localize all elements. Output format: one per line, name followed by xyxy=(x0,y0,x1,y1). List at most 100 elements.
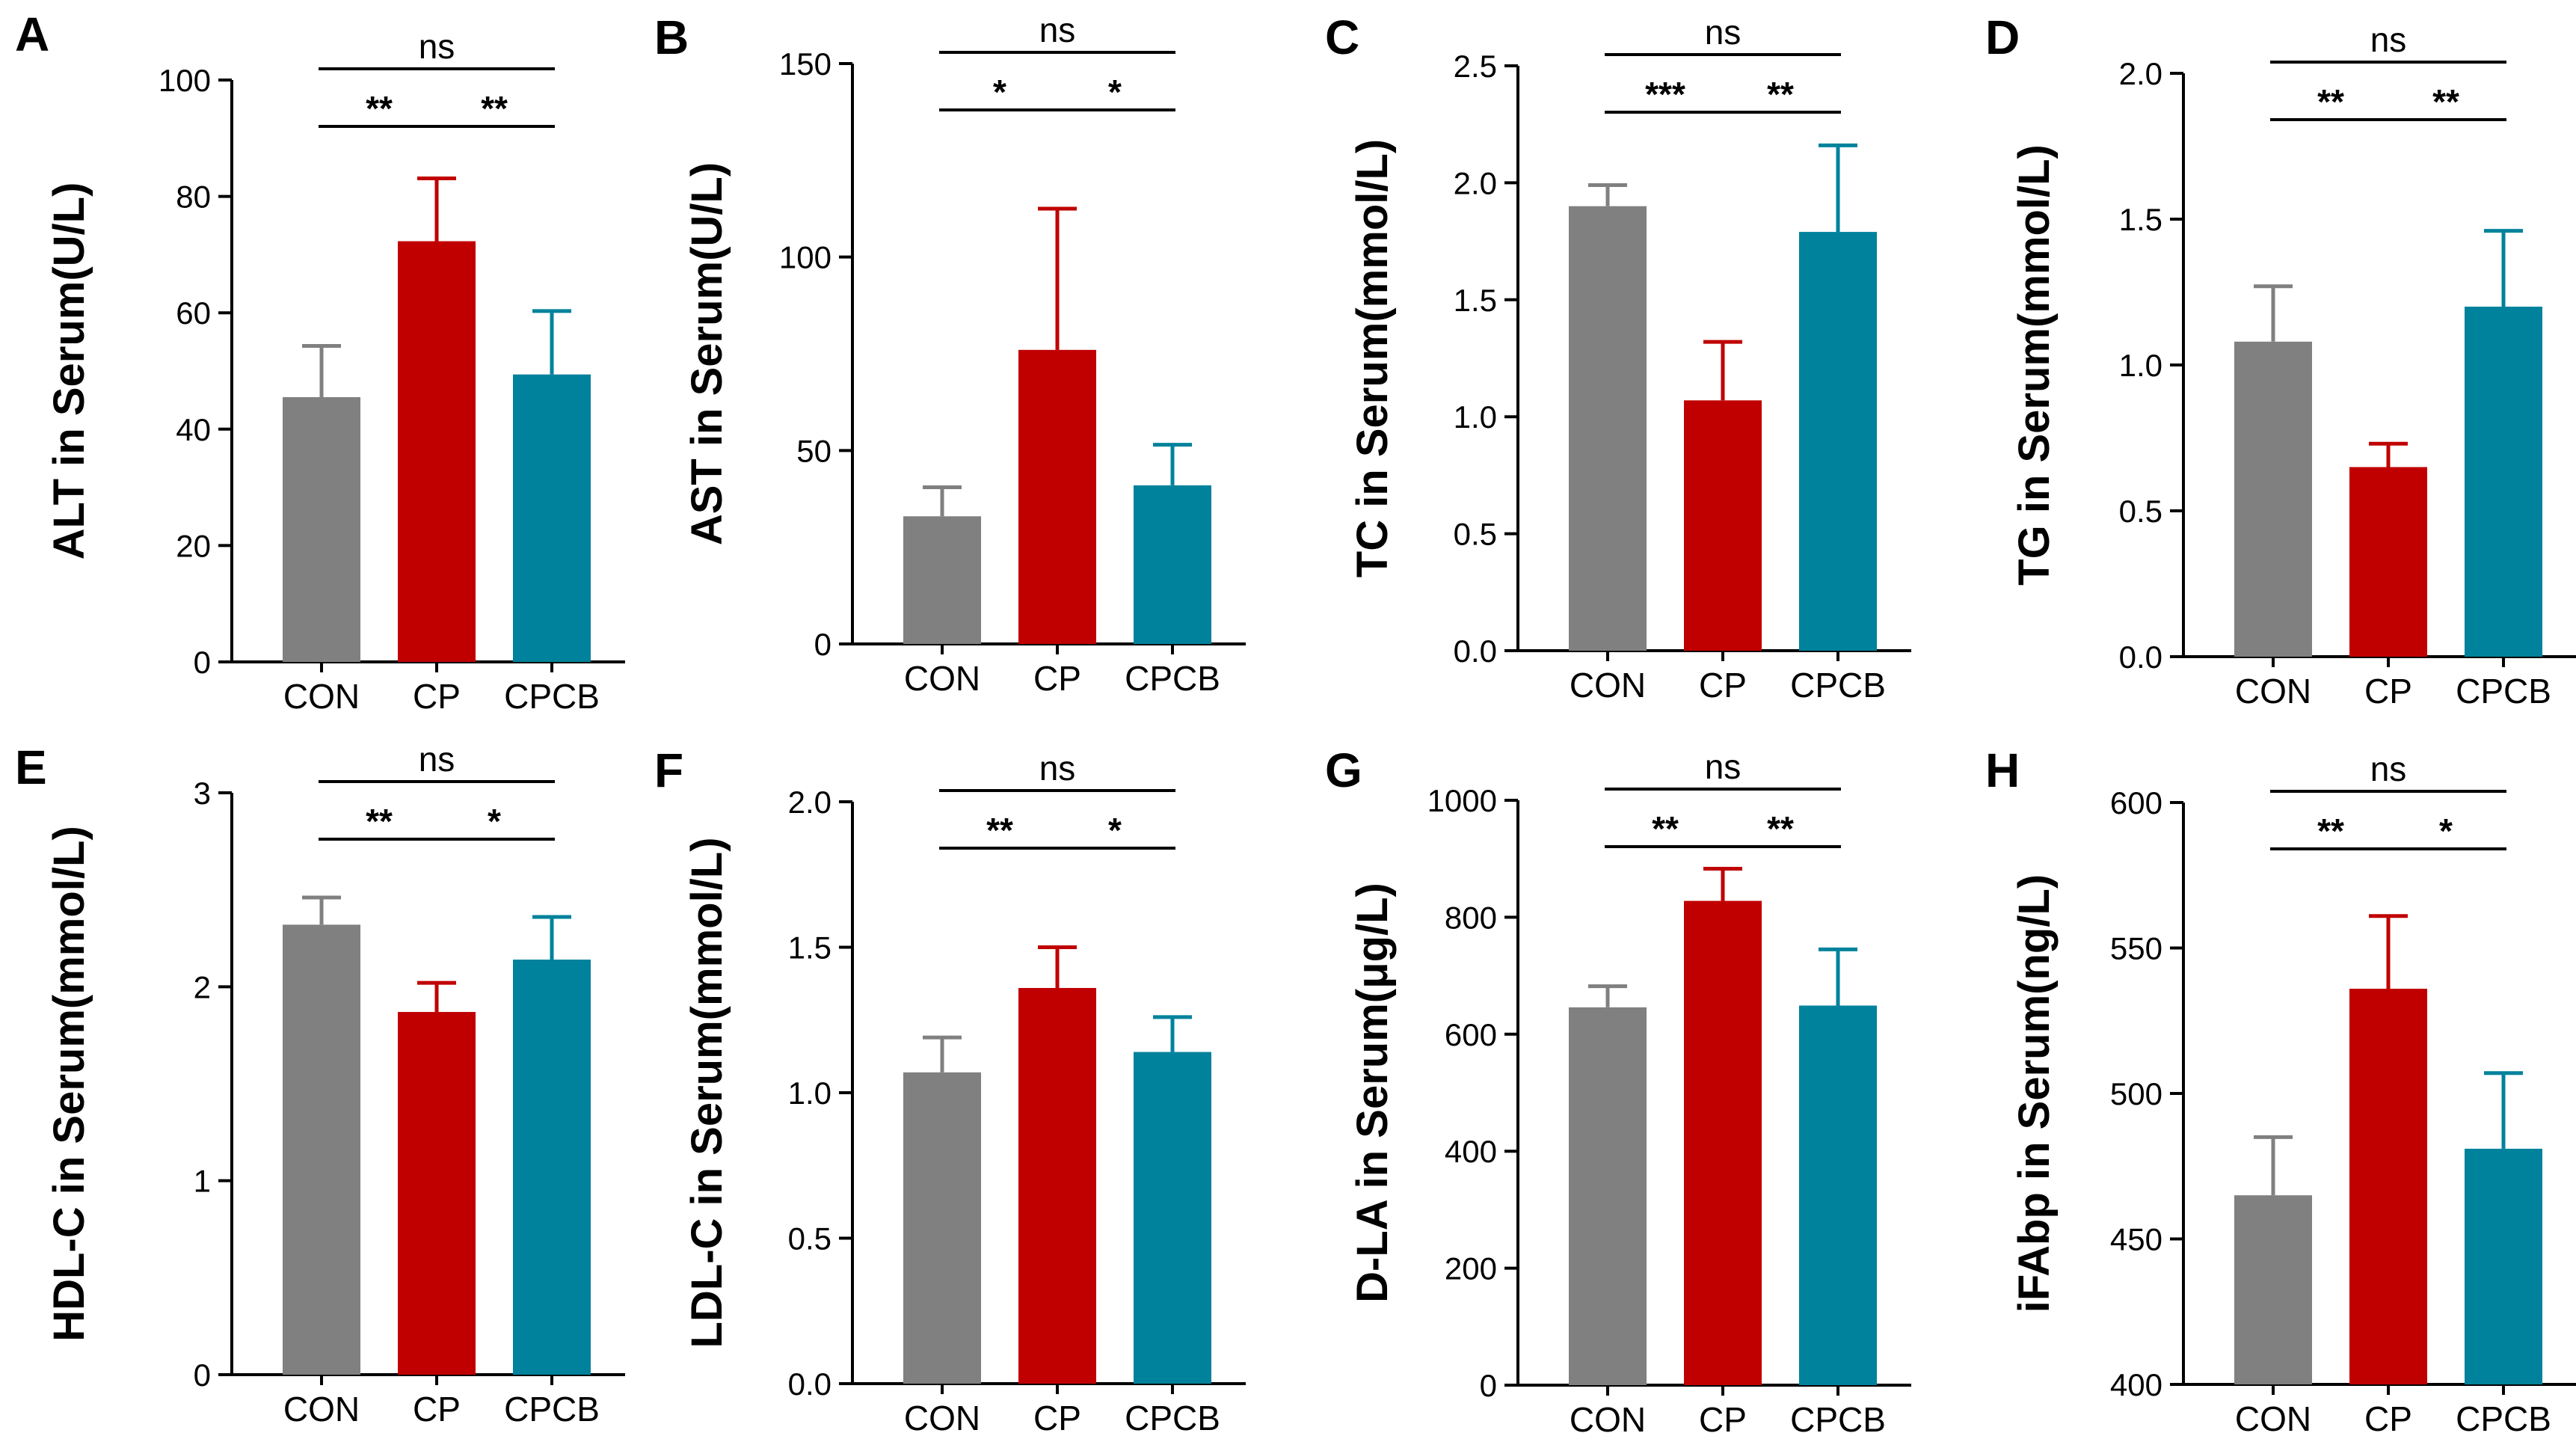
panel-letter: F xyxy=(654,743,683,797)
panel-b: B AST in Serum(U/L) 0 50 100 150 CON CP CPCB * * ns xyxy=(654,10,1246,698)
y-axis-label: ALT in Serum(U/L) xyxy=(45,182,93,560)
panel-letter: H xyxy=(1985,743,2020,797)
significance-label: * xyxy=(1108,811,1122,850)
significance-label: ns xyxy=(1039,10,1076,49)
y-tick-label: 1.0 xyxy=(788,1076,831,1111)
significance-label: ** xyxy=(366,89,393,128)
x-tick-label: CPCB xyxy=(2456,672,2551,711)
x-tick-label: CPCB xyxy=(1790,1400,1886,1439)
y-tick-label: 50 xyxy=(796,433,831,468)
significance-label: ** xyxy=(481,89,508,128)
panel-letter: D xyxy=(1985,10,2020,64)
x-tick-label: CPCB xyxy=(2456,1399,2551,1438)
x-tick-label: CP xyxy=(1033,1399,1081,1438)
bar-cpcb xyxy=(2465,307,2542,657)
y-tick-label: 400 xyxy=(2110,1367,2162,1402)
bar-con xyxy=(903,1072,981,1384)
y-tick-label: 1.0 xyxy=(1454,399,1497,435)
x-tick-label: CON xyxy=(2235,1399,2311,1438)
significance-label: ** xyxy=(366,802,393,841)
significance-label: * xyxy=(993,73,1006,111)
panel-g: G D-LA in Serum(μg/L) 0 200 400 600 800 1000 CON… xyxy=(1325,743,1911,1439)
x-tick-label: CP xyxy=(413,677,461,716)
panel-c: C TC in Serum(mmol/L) 0.0 0.5 1.0 1.5 2.0 2.5 CO… xyxy=(1325,10,1911,705)
bar-cpcb xyxy=(1134,485,1211,644)
y-tick-label: 3 xyxy=(194,776,211,811)
y-tick-label: 0.5 xyxy=(788,1221,831,1257)
bar-cpcb xyxy=(513,960,591,1375)
y-tick-label: 80 xyxy=(176,180,211,215)
y-axis-label: TG in Serum(mmol/L) xyxy=(2010,144,2059,586)
y-tick-label: 1.0 xyxy=(2119,348,2162,383)
significance-label: ns xyxy=(419,27,455,66)
bar-cp xyxy=(2349,988,2427,1384)
significance-label: ** xyxy=(2432,82,2459,121)
x-tick-label: CON xyxy=(904,1399,980,1438)
x-tick-label: CON xyxy=(283,1390,360,1429)
y-tick-label: 20 xyxy=(176,528,211,563)
y-tick-label: 500 xyxy=(2110,1076,2162,1111)
bar-cp xyxy=(1684,400,1762,651)
panel-letter: G xyxy=(1325,743,1362,797)
bar-con xyxy=(2234,1195,2312,1384)
x-tick-label: CON xyxy=(904,659,980,698)
y-tick-label: 0 xyxy=(814,627,831,662)
y-axis-label: TC in Serum(mmol/L) xyxy=(1348,139,1397,577)
y-tick-label: 60 xyxy=(176,295,211,331)
x-tick-label: CPCB xyxy=(504,677,600,716)
significance-label: ** xyxy=(1767,75,1794,114)
bar-cpcb xyxy=(2465,1148,2542,1384)
y-axis-label: LDL-C in Serum(mmol/L) xyxy=(683,837,731,1348)
x-tick-label: CP xyxy=(1699,666,1747,705)
significance-label: ** xyxy=(1767,809,1794,848)
significance-label: ** xyxy=(2317,82,2344,121)
panel-d: D TG in Serum(mmol/L) 0.0 0.5 1.0 1.5 2.0 CON CP… xyxy=(1985,10,2576,711)
y-tick-label: 0.0 xyxy=(788,1366,831,1402)
x-tick-label: CP xyxy=(1033,659,1081,698)
y-tick-label: 1000 xyxy=(1427,783,1497,818)
x-tick-label: CON xyxy=(283,677,360,716)
y-tick-label: 1.5 xyxy=(1454,283,1497,318)
significance-label: ns xyxy=(419,740,455,779)
x-tick-label: CON xyxy=(1570,666,1646,705)
y-tick-label: 0.0 xyxy=(2119,639,2162,675)
x-tick-label: CPCB xyxy=(1790,666,1886,705)
significance-label: *** xyxy=(1645,75,1685,114)
y-tick-label: 450 xyxy=(2110,1222,2162,1257)
bar-con xyxy=(903,516,981,644)
y-tick-label: 600 xyxy=(2110,785,2162,820)
x-tick-label: CPCB xyxy=(1125,1399,1220,1438)
y-tick-label: 2.0 xyxy=(2119,56,2162,91)
y-tick-label: 2.0 xyxy=(788,785,831,820)
x-tick-label: CON xyxy=(1570,1400,1646,1439)
x-tick-label: CP xyxy=(1699,1400,1747,1439)
significance-label: ns xyxy=(1039,749,1076,788)
y-tick-label: 2 xyxy=(194,969,211,1004)
bar-cp xyxy=(398,1012,476,1375)
y-tick-label: 100 xyxy=(779,240,831,275)
y-tick-label: 2.5 xyxy=(1454,49,1497,84)
significance-label: ns xyxy=(1705,13,1742,52)
y-tick-label: 0 xyxy=(194,645,211,680)
bar-cp xyxy=(1684,900,1762,1385)
x-tick-label: CP xyxy=(2364,672,2412,711)
y-tick-label: 0.5 xyxy=(2119,494,2162,529)
bar-cpcb xyxy=(1134,1052,1211,1384)
x-tick-label: CON xyxy=(2235,672,2311,711)
bar-cp xyxy=(398,241,476,663)
x-tick-label: CPCB xyxy=(504,1390,600,1429)
bar-con xyxy=(1569,1007,1647,1385)
y-tick-label: 1.5 xyxy=(2119,202,2162,237)
y-tick-label: 1 xyxy=(194,1164,211,1199)
significance-label: * xyxy=(488,802,501,841)
significance-label: ns xyxy=(1705,747,1742,786)
bar-cpcb xyxy=(1799,1005,1877,1385)
bar-cp xyxy=(2349,467,2427,657)
y-axis-label: D-LA in Serum(μg/L) xyxy=(1348,883,1397,1303)
significance-label: ns xyxy=(2370,20,2407,59)
panel-a: A ALT in Serum(U/L) 0 20 40 60 80 100 CON CP CPCB *… xyxy=(15,7,625,716)
panel-letter: A xyxy=(15,7,49,61)
